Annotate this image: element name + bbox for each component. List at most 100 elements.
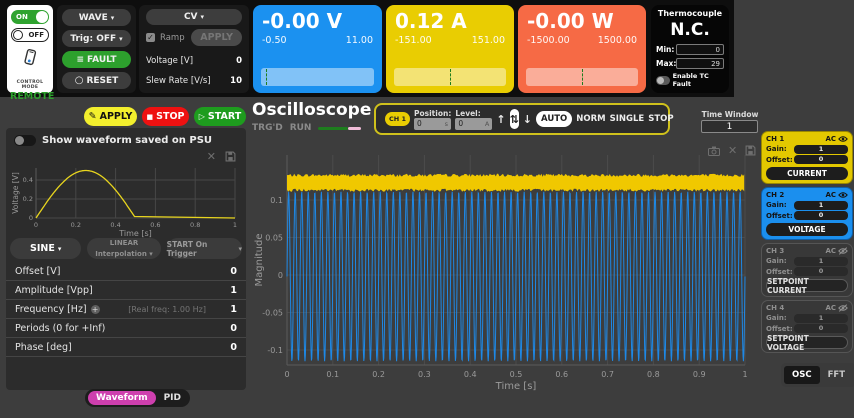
channel-4-gain-input[interactable]: 1 xyxy=(794,313,848,323)
tc-fault-toggle[interactable] xyxy=(656,75,670,85)
tab-pid[interactable]: PID xyxy=(163,393,181,403)
eye-icon[interactable] xyxy=(838,191,848,199)
channel-4-source-button[interactable]: SETPOINT VOLTAGE xyxy=(766,334,848,352)
edge-rising-button[interactable]: ↑ xyxy=(496,112,506,126)
current-meter: 0.12 A -151.00 151.00 xyxy=(386,5,514,93)
svg-text:1: 1 xyxy=(233,221,237,229)
slew-rate-value[interactable]: 10 xyxy=(230,76,242,86)
fault-button[interactable]: ≡ FAULT xyxy=(62,51,131,68)
edge-both-button[interactable]: ⇅ xyxy=(509,109,519,129)
channel-1-coupling[interactable]: AC xyxy=(825,135,836,143)
position-input[interactable]: 0 s xyxy=(414,117,451,130)
power-meter-min: -1500.00 xyxy=(527,35,570,46)
start-button[interactable]: ▷ START xyxy=(194,107,246,126)
plus-circle-icon[interactable]: + xyxy=(90,304,100,314)
wave-dropdown[interactable]: WAVE ▾ xyxy=(62,9,131,26)
thermocouple-title: Thermocouple xyxy=(657,9,723,18)
tab-osc[interactable]: OSC xyxy=(784,366,820,384)
trigger-position-group: Position: 0 s xyxy=(414,109,451,130)
start-trigger-dropdown[interactable]: START On Trigger ▾ xyxy=(166,238,242,259)
svg-text:-0.05: -0.05 xyxy=(262,309,283,318)
power-on-toggle[interactable]: ON xyxy=(11,10,49,24)
offset-param-value[interactable]: 0 xyxy=(230,265,237,277)
trigger-mode-stop[interactable]: STOP xyxy=(648,114,674,124)
eye-slash-icon[interactable] xyxy=(838,247,848,255)
tab-fft[interactable]: FFT xyxy=(827,370,846,380)
interpolation-dropdown[interactable]: LINEAR Interpolation ▾ xyxy=(87,238,161,259)
phase-row: Phase [deg] 0 xyxy=(6,338,246,357)
current-meter-value: 0.12 A xyxy=(395,9,467,33)
tc-max-input[interactable]: 29 xyxy=(676,58,724,69)
channel-2-panel: CH 2 AC Gain: 1 Offset: 0 VOLTAGE xyxy=(761,187,853,240)
gain-label: Gain: xyxy=(766,145,787,153)
channel-3-coupling[interactable]: AC xyxy=(825,247,836,255)
reset-button[interactable]: ○ RESET xyxy=(62,72,131,89)
trigger-channel-button[interactable]: CH 1 xyxy=(385,112,410,126)
svg-text:0: 0 xyxy=(284,370,289,379)
svg-text:0: 0 xyxy=(29,214,33,222)
power-off-toggle[interactable]: OFF xyxy=(11,28,49,42)
ramp-checkbox[interactable]: ✓ xyxy=(146,33,155,42)
current-meter-marker xyxy=(450,69,451,85)
channel-3-offset-input[interactable]: 0 xyxy=(794,267,848,276)
channel-1-gain-input[interactable]: 1 xyxy=(794,144,848,154)
channel-4-coupling[interactable]: AC xyxy=(825,304,836,312)
trigger-mode-auto[interactable]: AUTO xyxy=(536,111,573,127)
run-label: RUN xyxy=(289,123,312,133)
voltage-value[interactable]: 0 xyxy=(236,56,242,66)
apply-button[interactable]: ✎ APPLY xyxy=(84,107,137,126)
thermocouple-panel: Thermocouple N.C. Min: 0 Max: 29 Enable … xyxy=(651,5,729,93)
save-icon[interactable] xyxy=(225,151,236,162)
channel-2-gain-input[interactable]: 1 xyxy=(794,200,848,210)
voltage-meter-value: -0.00 V xyxy=(262,9,343,33)
interpolation-line2: Interpolation xyxy=(95,250,147,258)
play-icon: ▷ xyxy=(198,112,205,121)
phase-param-value[interactable]: 0 xyxy=(230,341,237,353)
channel-1-name: CH 1 xyxy=(766,135,785,143)
caret-down-icon: ▾ xyxy=(57,244,62,253)
cv-apply-button[interactable]: APPLY xyxy=(191,29,242,46)
off-label: OFF xyxy=(28,31,44,39)
scope-toolbar: ✕ xyxy=(708,144,756,157)
scope-status: TRG'D RUN xyxy=(252,123,362,133)
caret-down-icon: ▾ xyxy=(200,13,205,21)
channel-3-gain-input[interactable]: 1 xyxy=(794,256,848,266)
level-input[interactable]: 0 A xyxy=(455,117,493,130)
camera-icon[interactable] xyxy=(708,146,720,156)
channel-2-source-button[interactable]: VOLTAGE xyxy=(766,223,848,236)
trigger-mode-single[interactable]: SINGLE xyxy=(609,114,645,124)
cv-mode-dropdown[interactable]: CV ▾ xyxy=(146,9,242,25)
channel-3-source-button[interactable]: SETPOINT CURRENT xyxy=(766,277,848,295)
amplitude-param-value[interactable]: 1 xyxy=(230,284,237,296)
channel-1-offset-input[interactable]: 0 xyxy=(794,155,848,164)
power-meter-marker xyxy=(582,69,583,85)
channel-2-coupling[interactable]: AC xyxy=(825,191,836,199)
waveform-shape-label: SINE xyxy=(30,243,55,254)
tc-min-input[interactable]: 0 xyxy=(676,44,724,55)
save-icon[interactable] xyxy=(745,145,756,156)
position-unit: s xyxy=(444,119,448,128)
channel-1-source-button[interactable]: CURRENT xyxy=(766,167,848,180)
trig-dropdown[interactable]: Trig: OFF ▾ xyxy=(62,30,131,47)
channel-2-offset-input[interactable]: 0 xyxy=(794,211,848,220)
trigger-mode-norm[interactable]: NORM xyxy=(576,114,606,124)
tab-waveform[interactable]: Waveform xyxy=(88,391,156,405)
channel-4-offset-input[interactable]: 0 xyxy=(794,324,848,333)
edge-falling-button[interactable]: ↓ xyxy=(522,112,532,126)
close-icon[interactable]: ✕ xyxy=(206,150,216,163)
level-label: Level: xyxy=(455,108,481,118)
time-window-input[interactable]: 1 xyxy=(701,120,758,133)
gain-label: Gain: xyxy=(766,257,787,265)
waveform-shape-dropdown[interactable]: SINE ▾ xyxy=(10,238,82,259)
voltage-meter-max: 11.00 xyxy=(345,35,373,46)
cv-mode-label: CV xyxy=(183,12,198,22)
trgd-label: TRG'D xyxy=(252,123,283,133)
eye-icon[interactable] xyxy=(838,135,848,143)
show-saved-waveform-toggle[interactable] xyxy=(14,135,36,146)
stop-button[interactable]: ■ STOP xyxy=(142,107,189,126)
close-icon[interactable]: ✕ xyxy=(728,144,738,157)
eye-slash-icon[interactable] xyxy=(838,304,848,312)
periods-param-value[interactable]: 0 xyxy=(230,322,237,334)
frequency-param-value[interactable]: 1 xyxy=(230,303,237,315)
offset-label: Offset: xyxy=(766,155,793,164)
